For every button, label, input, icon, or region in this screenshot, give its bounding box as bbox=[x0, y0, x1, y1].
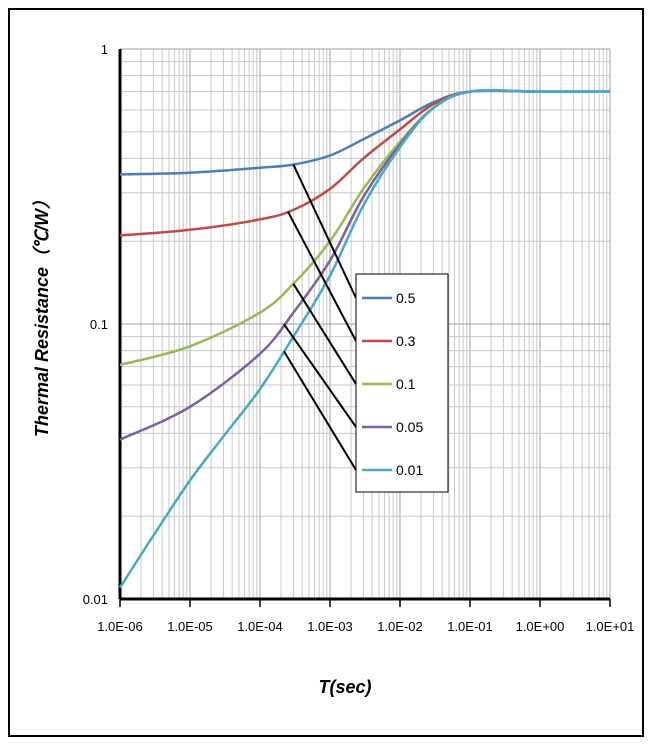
x-tick-label: 1.0E-02 bbox=[377, 619, 423, 634]
grid-layer bbox=[119, 48, 611, 600]
x-axis-title: T(sec) bbox=[318, 677, 371, 697]
leader-line bbox=[292, 283, 357, 385]
x-tick-label: 1.0E+00 bbox=[516, 619, 565, 634]
leader-line bbox=[283, 350, 357, 471]
y-tick-label: 0.1 bbox=[90, 317, 108, 332]
x-tick-label: 1.0E-05 bbox=[167, 619, 213, 634]
leader-line bbox=[292, 164, 357, 299]
legend-label: 0.3 bbox=[396, 333, 416, 349]
y-tick-label: 1 bbox=[101, 42, 108, 57]
x-tick-label: 1.0E-04 bbox=[237, 619, 283, 634]
leader-lines bbox=[283, 164, 357, 471]
x-tick-label: 1.0E-01 bbox=[447, 619, 493, 634]
series-layer bbox=[118, 89, 610, 589]
x-tick-label: 1.0E-06 bbox=[97, 619, 143, 634]
x-tick-label: 1.0E+01 bbox=[586, 619, 635, 634]
legend-label: 0.05 bbox=[396, 419, 423, 435]
legend-label: 0.5 bbox=[396, 290, 416, 306]
chart-frame: 1.0E-06 1.0E-05 1.0E-04 1.0E-03 1.0E-02 1.0E-… bbox=[8, 8, 644, 737]
y-axis-title: Thermal Resistance（℃/W） bbox=[32, 191, 52, 437]
leader-line bbox=[283, 323, 357, 428]
axis-layer: 1.0E-06 1.0E-05 1.0E-04 1.0E-03 1.0E-02 1.0E-… bbox=[83, 42, 635, 634]
series-line-0_01 bbox=[118, 89, 610, 589]
leader-line bbox=[286, 211, 357, 342]
legend-label: 0.01 bbox=[396, 462, 423, 478]
legend: 0.5 0.3 0.1 0.05 0.01 bbox=[355, 273, 449, 493]
x-tick-label: 1.0E-03 bbox=[307, 619, 353, 634]
thermal-resistance-chart: 1.0E-06 1.0E-05 1.0E-04 1.0E-03 1.0E-02 1.0E-… bbox=[32, 42, 635, 697]
legend-label: 0.1 bbox=[396, 376, 416, 392]
y-tick-label: 0.01 bbox=[83, 592, 108, 607]
